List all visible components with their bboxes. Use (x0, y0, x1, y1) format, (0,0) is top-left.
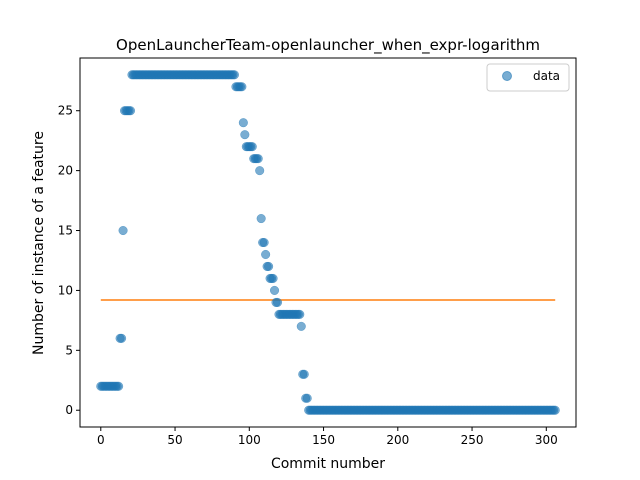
data-point (264, 261, 274, 272)
data-point (114, 381, 124, 391)
y-tick-label: 0 (65, 403, 73, 417)
data-point (259, 237, 269, 248)
data-point (229, 70, 239, 80)
x-tick-label: 150 (312, 433, 335, 447)
data-point (238, 118, 248, 128)
data-point (118, 225, 128, 236)
legend-label-data: data (533, 69, 560, 83)
legend-box (486, 63, 570, 92)
chart-title: OpenLauncherTeam-openlauncher_when_expr-… (116, 36, 540, 55)
data-point (296, 321, 306, 331)
y-axis-label: Number of instance of a feature (31, 131, 47, 355)
data-point (247, 142, 257, 152)
data-point (295, 309, 305, 319)
x-tick-label: 100 (238, 433, 261, 447)
y-tick-label: 15 (58, 224, 73, 238)
x-tick-label: 250 (461, 433, 484, 447)
data-point (256, 213, 266, 224)
legend: data (486, 63, 570, 92)
x-tick-label: 50 (167, 433, 182, 447)
data-point (299, 369, 309, 379)
x-tick-label: 200 (386, 433, 409, 447)
legend-marker-data (502, 71, 512, 81)
data-point (237, 82, 247, 92)
y-tick-label: 5 (65, 343, 73, 357)
axis-ticks: 0 50 100 150 200 250 300 0 5 10 15 20 25 (58, 104, 558, 447)
y-tick-label: 20 (58, 164, 73, 178)
x-axis-label: Commit number (271, 456, 385, 472)
data-point (255, 166, 265, 176)
data-point (268, 273, 278, 283)
x-tick-label: 0 (97, 433, 105, 447)
data-point (253, 154, 263, 164)
y-tick-label: 25 (58, 104, 73, 118)
data-point (125, 106, 136, 116)
plot-frame (79, 57, 577, 428)
data-point (302, 393, 312, 403)
data-point (269, 285, 280, 295)
data-point (261, 249, 271, 260)
x-tick-label: 300 (535, 433, 558, 447)
y-tick-label: 10 (58, 283, 73, 297)
data-point (240, 130, 250, 140)
data-point (117, 333, 127, 343)
data-point (272, 297, 283, 307)
data-point (550, 405, 560, 415)
plot-area (96, 70, 560, 415)
